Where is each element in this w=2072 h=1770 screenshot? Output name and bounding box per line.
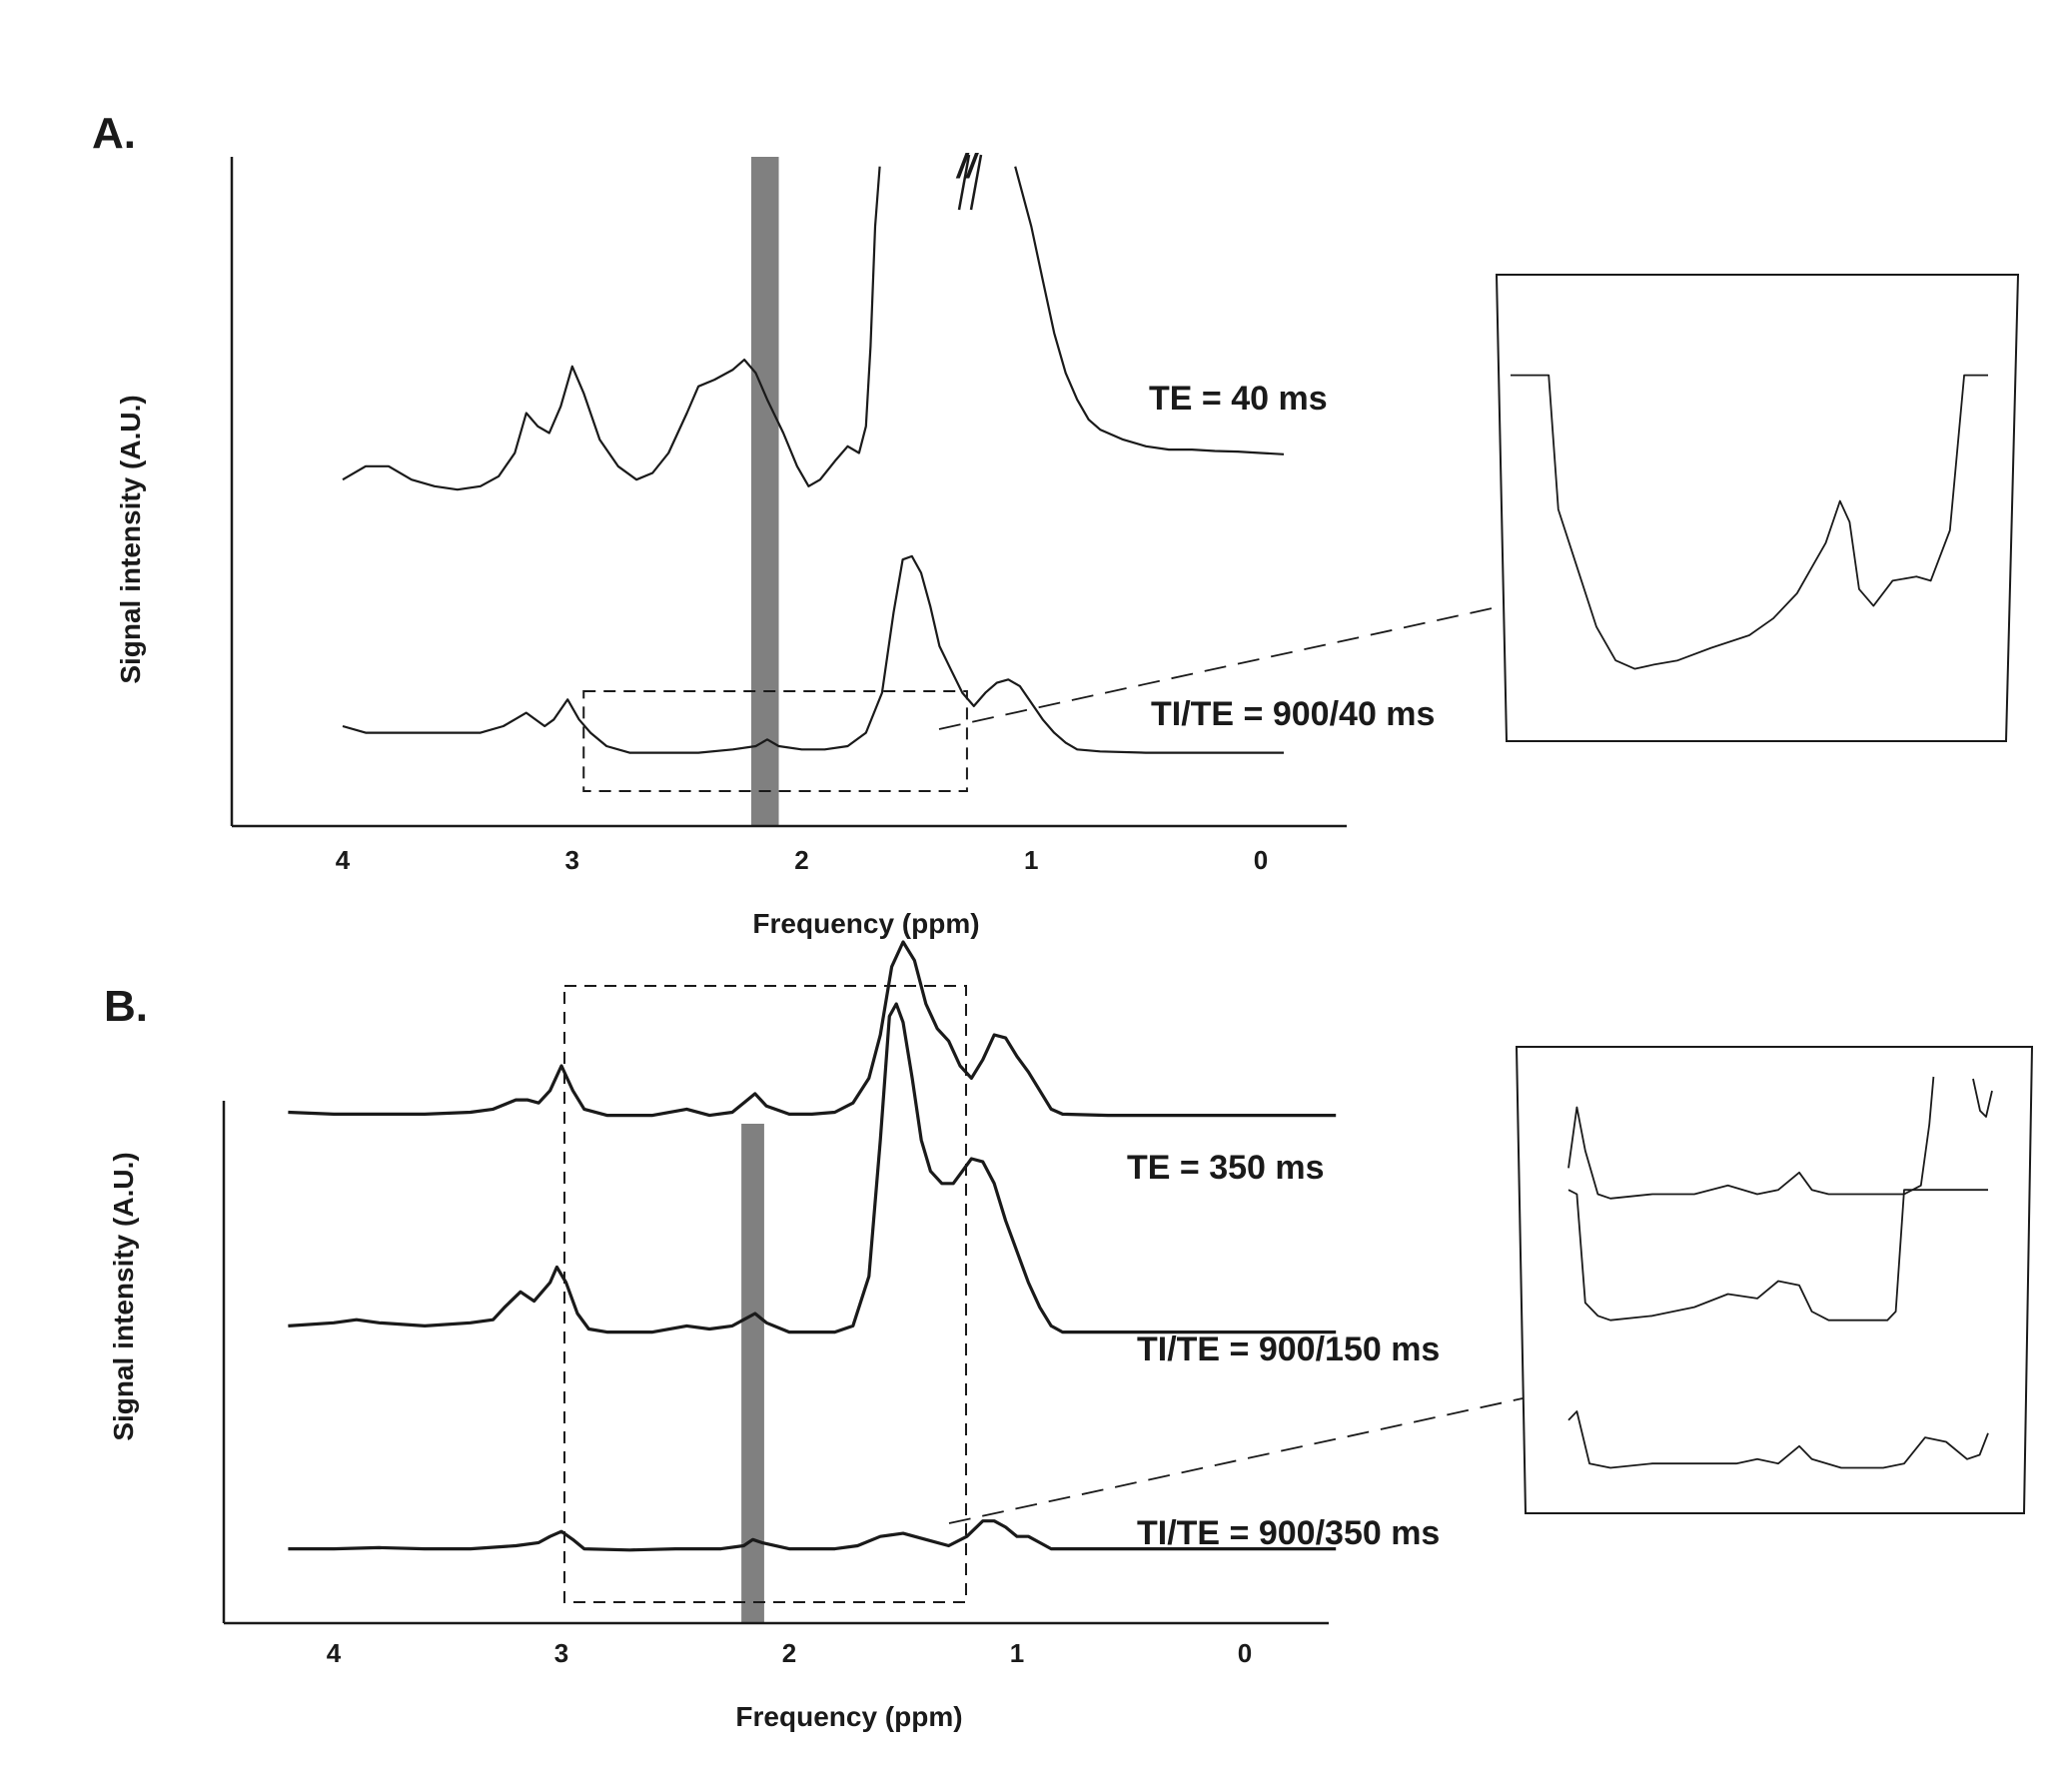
panel-a-inset-trace xyxy=(1511,374,1988,670)
panel-a-trace-te-40-after-break xyxy=(1014,166,1285,455)
panel-b-x-tick-3: 3 xyxy=(554,1638,568,1668)
panel-b-trace-ti-te-900-150 xyxy=(288,1002,1337,1334)
panel-b-zoom-region xyxy=(563,985,967,1603)
panel-a-trace-ti-te-900-40 xyxy=(342,554,1284,754)
series-label-te-350: TE = 350 ms xyxy=(1127,1149,1325,1187)
panel-a-zoom-region xyxy=(582,690,968,792)
panel-a-x-tick-0: 0 xyxy=(1254,845,1268,875)
series-label-te-40: TE = 40 ms xyxy=(1149,380,1328,418)
panel-a-traces xyxy=(342,154,1285,754)
panel-b-zoom-connector xyxy=(948,1397,1524,1524)
panel-b-inset-trace-ti-te-900-150 xyxy=(1567,1189,1988,1322)
axis-break-mark-1 xyxy=(957,154,971,211)
series-label-ti-te-900-350: TI/TE = 900/350 ms xyxy=(1137,1514,1440,1552)
panel-b-x-tick-0: 0 xyxy=(1238,1638,1252,1668)
panel-b-x-tick-1: 1 xyxy=(1010,1638,1024,1668)
panel-b-y-axis-title: Signal intensity (A.U.) xyxy=(108,1152,139,1440)
panel-b-inset-traces xyxy=(1567,1076,1993,1469)
panel-b-trace-te-350 xyxy=(288,940,1337,1118)
panel-a-x-axis-title: Frequency (ppm) xyxy=(752,908,979,939)
panel-b-inset-trace-fragment xyxy=(1972,1078,1993,1118)
panel-a-x-tick-2: 2 xyxy=(794,845,808,875)
panel-a-x-tick-3: 3 xyxy=(565,845,579,875)
panel-b-label: B. xyxy=(104,982,148,1031)
panel-b-x-tick-2: 2 xyxy=(782,1638,796,1668)
panel-b-inset-trace-ti-te-900-350 xyxy=(1567,1410,1989,1469)
panel-b-x-tick-4: 4 xyxy=(327,1638,342,1668)
panel-b-traces xyxy=(288,940,1337,1552)
panel-a-inset-frame xyxy=(1495,274,2020,742)
panel-b-inset-frame xyxy=(1515,1046,2034,1514)
panel-b-trace-ti-te-900-350 xyxy=(288,1519,1337,1552)
panel-a-label: A. xyxy=(92,109,136,158)
panel-b-highlight-band xyxy=(741,1124,764,1623)
panel-b-tick-labels: 4 3 2 1 0 xyxy=(327,1638,1252,1668)
panel-a-inset xyxy=(1495,274,2020,742)
series-label-ti-te-900-40: TI/TE = 900/40 ms xyxy=(1151,695,1435,733)
panel-a-x-tick-1: 1 xyxy=(1024,845,1038,875)
panel-a-tick-labels: 4 3 2 1 0 xyxy=(336,845,1268,875)
panel-b-inset xyxy=(1515,1046,2034,1514)
panel-b-inset-trace-te-350 xyxy=(1567,1076,1935,1200)
panel-a-trace-te-40 xyxy=(342,166,881,491)
panel-a: A. Signal intensity (A.U.) Frequency (pp… xyxy=(92,109,2020,939)
panel-a-x-tick-4: 4 xyxy=(336,845,351,875)
panel-a-zoom-connector xyxy=(938,603,1512,730)
panel-a-highlight-band xyxy=(750,157,779,826)
axis-break-mark-2 xyxy=(969,154,983,211)
panel-a-inset-traces xyxy=(1511,374,1988,670)
series-label-ti-te-900-150: TI/TE = 900/150 ms xyxy=(1137,1330,1440,1368)
panel-b: B. Signal intensity (A.U.) Frequency (pp… xyxy=(104,940,2034,1732)
axis-break-symbol: // xyxy=(955,148,979,186)
panel-b-x-axis-title: Frequency (ppm) xyxy=(735,1701,962,1732)
panel-a-y-axis-title: Signal intensity (A.U.) xyxy=(115,395,146,683)
